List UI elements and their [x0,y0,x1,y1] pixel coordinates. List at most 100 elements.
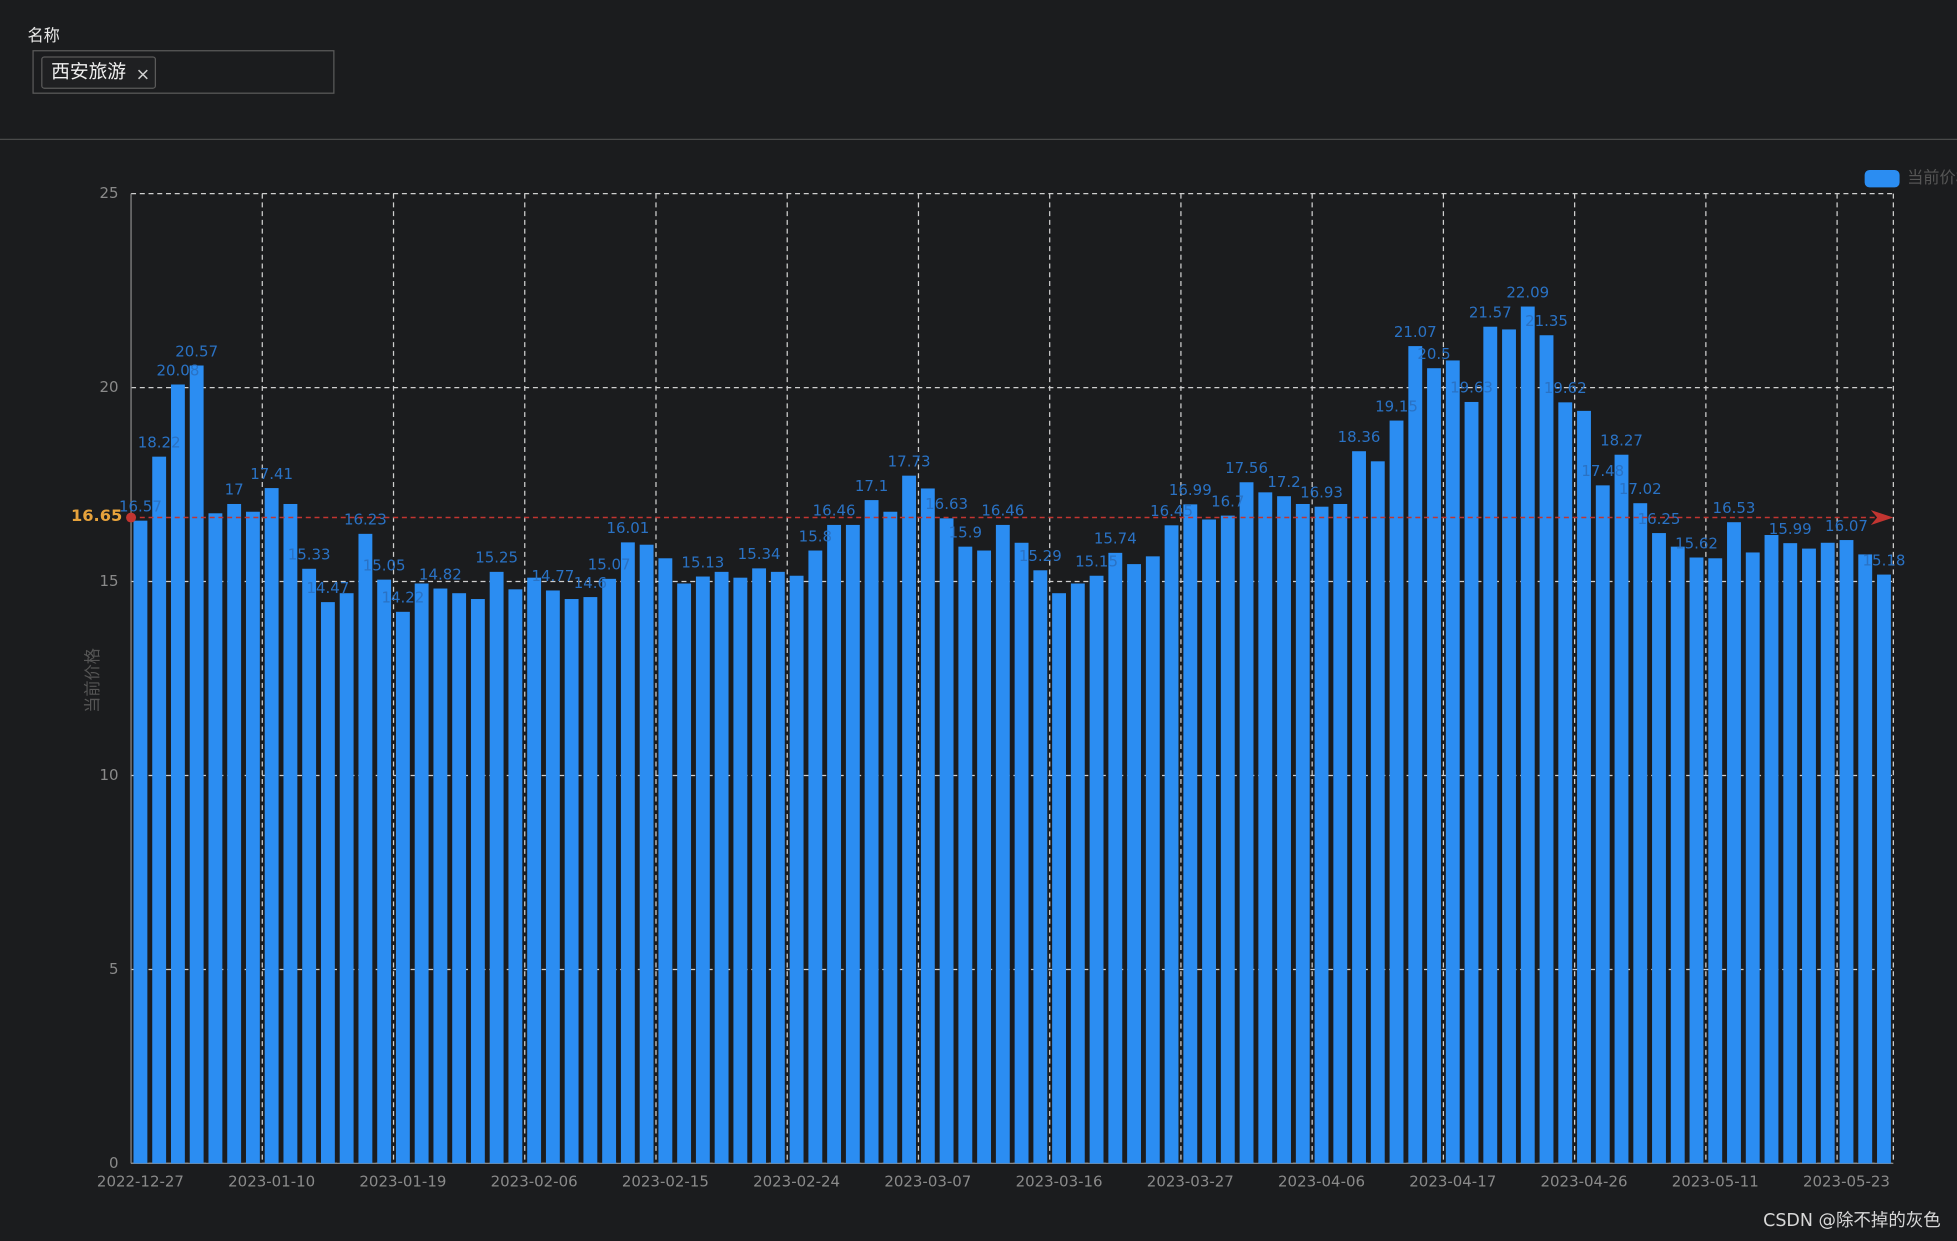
data-label: 16.23 [344,511,387,529]
data-label: 15.13 [681,553,724,571]
footer: CSDN @除不掉的灰色 [1763,1211,1941,1231]
bar [939,518,954,1164]
y-tick-label: 10 [100,766,119,784]
data-label: 19.62 [1544,379,1587,397]
data-label: 14.77 [531,567,574,585]
bar [339,593,354,1164]
data-label: 15.07 [588,556,631,574]
y-axis-title: 当前价格 [83,648,102,713]
bar [1520,306,1535,1164]
bar [1014,542,1029,1164]
data-label: 15.34 [738,545,781,563]
bar [1783,543,1798,1164]
data-label: 21.57 [1469,303,1512,321]
bar [995,524,1010,1164]
bar [752,568,767,1164]
bar [245,511,260,1164]
bar [133,520,148,1164]
data-label: 16.07 [1825,517,1868,535]
bar [958,546,973,1164]
bar [1089,575,1104,1164]
data-label: 16.53 [1713,499,1756,517]
y-tick-label: 25 [100,184,119,202]
bar [639,544,654,1164]
bar [489,571,504,1164]
filter-tag-text: 西安旅游 [51,62,126,83]
bar [1389,420,1404,1164]
data-label: 14.47 [306,579,349,597]
x-tick-label: 2023-01-19 [359,1173,446,1191]
bar [1745,552,1760,1164]
data-label: 16.46 [981,502,1024,520]
bar [845,524,860,1164]
bar [508,589,523,1164]
data-label: 14.6 [574,574,607,592]
y-tick-label: 15 [100,572,119,590]
y-tick-label: 0 [109,1154,119,1172]
bar [1595,485,1610,1164]
x-tick-label: 2023-01-10 [228,1173,315,1191]
bar [1558,402,1573,1164]
mark-line-label: 16.65 [71,506,122,525]
data-label: 14.82 [419,565,462,583]
data-label: 15.15 [1075,553,1118,571]
data-label: 16.63 [925,495,968,513]
bar [283,503,298,1164]
bar [1877,574,1891,1164]
bar [1333,503,1348,1164]
bar [770,571,785,1164]
data-label: 17.73 [888,452,931,470]
filter-box[interactable] [32,50,335,94]
bar [1258,492,1273,1164]
x-tick-label: 2023-03-16 [1016,1173,1103,1191]
bar [977,550,992,1164]
data-label: 17.48 [1581,462,1624,480]
mark-line-start [126,512,137,523]
data-label: 18.36 [1338,428,1381,446]
data-label: 15.18 [1863,551,1906,569]
data-label: 15.8 [799,527,832,545]
data-label: 15.33 [288,546,331,564]
bar [320,602,335,1164]
bar [1352,451,1366,1164]
bar [152,456,167,1164]
mark-line-arrow [1870,510,1894,526]
data-label: 20.08 [156,361,199,379]
bar [1577,410,1591,1164]
bar [677,583,692,1164]
y-tick-label: 20 [100,378,119,396]
x-tick-label: 2023-03-27 [1147,1173,1234,1191]
filter-tag [41,56,157,89]
bar [1145,556,1160,1164]
bar [395,611,410,1164]
bar [1164,525,1179,1164]
bar [1314,506,1329,1164]
data-label: 16.93 [1300,483,1343,501]
data-label: 17.1 [855,477,888,495]
bar [1764,535,1779,1164]
data-label: 17 [225,481,244,499]
bar [189,365,204,1164]
data-label: 18.22 [138,433,181,451]
legend-swatch [1864,169,1900,188]
bar [208,513,223,1164]
x-tick-label: 2023-05-23 [1803,1173,1890,1191]
bar [1708,558,1723,1164]
bar [545,590,560,1164]
data-label: 16.7 [1211,492,1244,510]
bar [1183,504,1198,1164]
bar [1614,454,1629,1164]
bar [1427,368,1441,1164]
data-label: 18.27 [1600,431,1643,449]
data-label: 15.25 [475,549,518,567]
bar [1652,533,1666,1164]
data-label: 17.56 [1225,459,1268,477]
bar [808,550,823,1164]
bar [1202,519,1216,1164]
tag-close[interactable] [138,69,148,80]
bar [1670,546,1685,1164]
data-label: 14.22 [381,589,424,607]
bar [1839,540,1854,1164]
data-label: 17.41 [250,465,293,483]
bar [1370,461,1385,1164]
